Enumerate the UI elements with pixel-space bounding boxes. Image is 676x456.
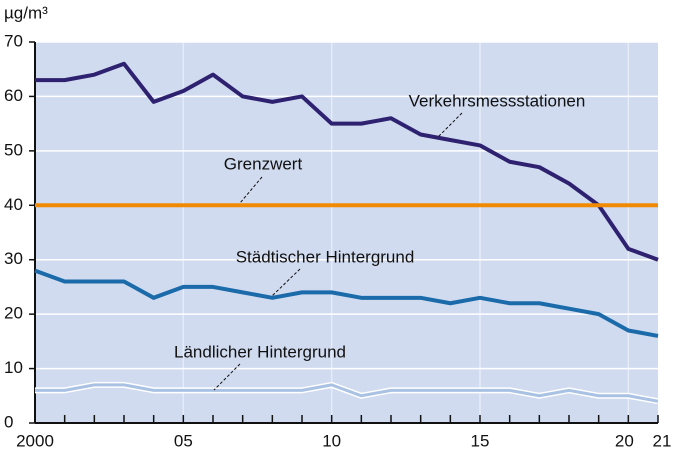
y-tick-label: 40 (4, 195, 23, 214)
x-tick-label: 2000 (16, 431, 54, 450)
series-label: Verkehrsmessstationen (409, 91, 586, 110)
y-tick-label: 50 (4, 140, 23, 159)
y-tick-label: 0 (4, 412, 13, 431)
leader-line (213, 363, 241, 391)
y-axis-label: µg/m³ (4, 3, 48, 22)
x-tick-label: 15 (471, 431, 490, 450)
x-tick-label: 05 (174, 431, 193, 450)
x-tick-label: 10 (322, 431, 341, 450)
series-line (35, 61, 659, 262)
leader-line (239, 176, 263, 204)
series-line (34, 268, 659, 338)
series-label: Ländlicher Hintergrund (174, 342, 346, 361)
y-tick-label: 60 (4, 86, 23, 105)
plot-area (35, 42, 658, 423)
y-tick-label: 10 (4, 358, 23, 377)
y-tick-label: 20 (4, 304, 23, 323)
series-label: Grenzwert (224, 154, 303, 173)
leader-line (436, 112, 463, 139)
series-label: Städtischer Hintergrund (236, 247, 415, 266)
x-tick-label: 20 (615, 431, 634, 450)
y-tick-label: 70 (4, 31, 23, 50)
series-line (35, 383, 659, 403)
x-tick-label: 21 (653, 431, 672, 450)
leader-line (271, 268, 301, 297)
y-tick-label: 30 (4, 249, 23, 268)
